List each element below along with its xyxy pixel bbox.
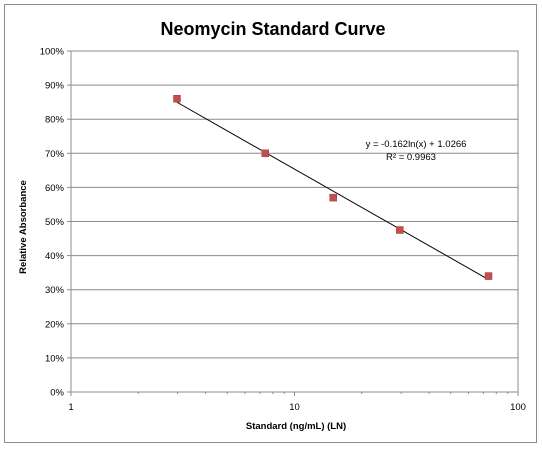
grid-layer <box>67 50 519 396</box>
data-point <box>261 149 270 158</box>
data-point <box>396 226 404 234</box>
x-tick-label: 10 <box>289 402 300 413</box>
x-tick-label: 100 <box>510 402 526 413</box>
y-tick-labels: 0% 10% 20% 30% 40% 50% 60% 70% 80% 90% 100% <box>40 47 65 399</box>
y-tick-label: 40% <box>45 251 65 262</box>
y-tick-label: 20% <box>45 319 65 330</box>
x-tick-label: 1 <box>68 402 73 413</box>
y-axis-label: Relative Absorbance <box>18 180 29 274</box>
y-tick-label: 0% <box>50 388 64 399</box>
trendline <box>176 101 489 280</box>
y-tick-label: 70% <box>45 149 65 160</box>
y-tick-label: 80% <box>45 115 65 126</box>
data-point <box>484 272 493 280</box>
plot-area <box>70 50 519 393</box>
data-point <box>173 94 181 103</box>
data-point <box>329 193 337 202</box>
y-tick-label: 100% <box>40 47 65 58</box>
chart-svg: Neomycin Standard Curve 0% 10% 20% 30% 40% 50… <box>18 19 526 432</box>
trendline-equation: y = -0.162ln(x) + 1.0266 <box>366 139 467 150</box>
y-tick-label: 50% <box>45 217 65 228</box>
y-tick-label: 10% <box>45 353 65 364</box>
y-tick-label: 30% <box>45 285 65 296</box>
r-squared-label: R² = 0.9963 <box>386 152 436 163</box>
chart-title: Neomycin Standard Curve <box>160 19 385 39</box>
x-axis-label: Standard (ng/mL) (LN) <box>246 421 346 432</box>
x-tick-labels: 1 10 100 <box>68 402 526 413</box>
data-points <box>173 94 493 280</box>
y-tick-label: 60% <box>45 183 65 194</box>
chart-frame: Neomycin Standard Curve 0% 10% 20% 30% 40% 50… <box>4 4 537 443</box>
y-tick-label: 90% <box>45 81 65 92</box>
